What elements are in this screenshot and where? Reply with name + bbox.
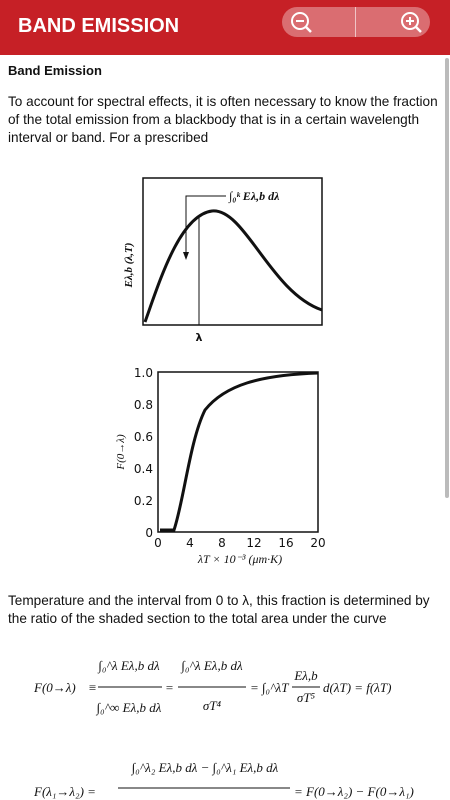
- zoom-in-icon[interactable]: [401, 12, 419, 30]
- y-label: Eλ,b (λ,T): [123, 243, 135, 289]
- zoom-in-handle[interactable]: [415, 26, 422, 33]
- x-tick-label: 4: [186, 536, 194, 550]
- annotation-leader: [185, 195, 226, 256]
- section-heading: Band Emission: [8, 63, 102, 78]
- zoom-in[interactable]: [401, 12, 422, 33]
- eq-symbol: =: [250, 680, 259, 695]
- eq-symbol: =: [165, 680, 174, 695]
- y-tick-label: 1.0: [134, 366, 153, 380]
- figure-1-frame: [142, 177, 323, 326]
- y-tick-label: 0.6: [134, 430, 153, 444]
- eq-denominator: σT⁴: [203, 698, 222, 713]
- eq-rhs: = F(0→λ₂) − F(0→λ₁): [294, 784, 414, 799]
- scrollbar: [445, 58, 449, 498]
- x-tick-label: 12: [246, 536, 261, 550]
- paragraph: To account for spectral effects, it is o…: [8, 94, 438, 145]
- zoom-out[interactable]: [291, 12, 312, 33]
- eq-denominator: ∫₀^∞ Eλ,b dλ: [96, 700, 162, 716]
- zoom-controls: [282, 7, 430, 37]
- y-tick-label: 0.4: [134, 462, 153, 476]
- zoom-separator: [355, 7, 356, 37]
- zoom-out-handle[interactable]: [305, 26, 312, 33]
- y-label: F(0→λ): [115, 434, 127, 471]
- equation-2: ∫₀^λ₂ Eλ,b dλ − ∫₀^λ₁ Eλ,b dλ F(λ₁→λ₂) =…: [33, 760, 414, 799]
- y-tick-label: 0: [145, 526, 153, 540]
- eq-symbol: ≡: [88, 680, 97, 695]
- eq-numerator: ∫₀^λ₂ Eλ,b dλ − ∫₀^λ₁ Eλ,b dλ: [131, 760, 279, 776]
- x-label: λ: [196, 331, 203, 344]
- eq-numerator: Eλ,b: [293, 668, 318, 683]
- app-bar: BAND EMISSION: [0, 0, 450, 55]
- app-title: BAND EMISSION: [18, 15, 180, 37]
- zoom-icons: [291, 12, 422, 33]
- annotation-arrow: [183, 252, 189, 260]
- content: Band Emission To account for spectral ef…: [8, 62, 442, 147]
- figures: ∫₀ᵏ Eλ,b dλ λ Eλ,b (λ,T) 1.0 0.8 0.6 0.4…: [115, 177, 326, 566]
- eq-numerator: ∫₀^λ Eλ,b dλ: [97, 658, 160, 674]
- y-tick-label: 0.2: [134, 494, 153, 508]
- eq-lhs: F(λ₁→λ₂) =: [33, 784, 96, 799]
- eq-numerator: ∫₀^λ Eλ,b dλ: [180, 658, 243, 674]
- planck-curve: [143, 209, 323, 323]
- eq-denominator: σT⁵: [297, 690, 316, 705]
- zoom-out-icon[interactable]: [291, 12, 309, 30]
- x-tick-label: 16: [278, 536, 293, 550]
- figure-1: ∫₀ᵏ Eλ,b dλ λ Eλ,b (λ,T): [123, 177, 323, 344]
- x-label: λT × 10⁻³ (μm·K): [197, 552, 282, 566]
- eq-lhs: F(0→λ): [33, 680, 76, 695]
- annotation: ∫₀ᵏ Eλ,b dλ: [228, 189, 280, 203]
- y-tick-label: 0.8: [134, 398, 153, 412]
- eq-integral: ∫₀^λT: [261, 680, 289, 696]
- equations: F(0→λ) ≡ ∫₀^λ Eλ,b dλ ∫₀^∞ Eλ,b dλ = ∫₀^…: [33, 658, 414, 799]
- x-tick-label: 20: [310, 536, 325, 550]
- x-tick-label: 0: [154, 536, 162, 550]
- eq-rhs: d(λT) = f(λT): [323, 680, 391, 695]
- fraction-curve: [160, 371, 319, 532]
- equation-1: F(0→λ) ≡ ∫₀^λ Eλ,b dλ ∫₀^∞ Eλ,b dλ = ∫₀^…: [33, 658, 391, 716]
- figure-2-frame: [157, 371, 319, 533]
- paragraph: Temperature and the interval from 0 to λ…: [8, 593, 430, 626]
- figure-2: 1.0 0.8 0.6 0.4 0.2 0 0 4 8 12 16 20 λT …: [115, 366, 326, 566]
- x-tick-label: 8: [218, 536, 226, 550]
